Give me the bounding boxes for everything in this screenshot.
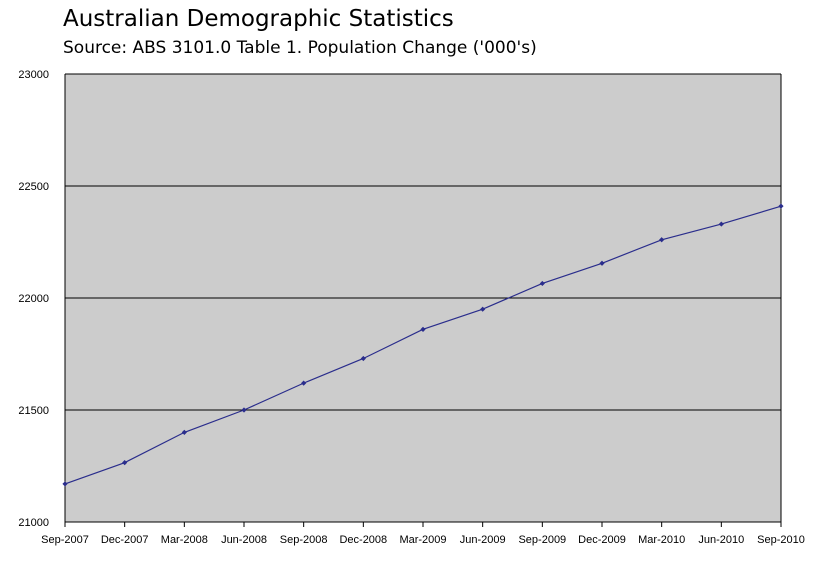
x-tick-label: Sep-2007	[41, 534, 89, 546]
y-tick-label: 22500	[18, 181, 49, 193]
data-point	[181, 429, 187, 435]
y-tick-label: 21500	[18, 405, 49, 417]
y-tick-label: 23000	[18, 69, 49, 81]
chart-subtitle: Source: ABS 3101.0 Table 1. Population C…	[63, 38, 537, 58]
data-point	[599, 260, 605, 266]
x-tick-label: Jun-2008	[221, 534, 267, 546]
data-point	[778, 203, 784, 209]
x-tick-label: Mar-2008	[161, 534, 208, 546]
y-tick-label: 22000	[18, 293, 49, 305]
data-point	[718, 221, 724, 227]
data-point	[480, 306, 486, 312]
data-point	[539, 280, 545, 287]
x-tick-label: Dec-2007	[101, 534, 149, 546]
x-tick-label: Jun-2009	[460, 534, 506, 546]
x-tick-label: Dec-2008	[339, 534, 387, 546]
x-tick-label: Jun-2010	[698, 534, 744, 546]
data-point	[62, 481, 68, 487]
chart-title: Australian Demographic Statistics	[63, 6, 454, 32]
y-tick-label: 21000	[18, 517, 49, 529]
x-tick-label: Sep-2009	[518, 534, 566, 546]
data-point	[360, 355, 366, 362]
x-tick-label: Mar-2009	[399, 534, 446, 546]
x-tick-label: Sep-2010	[757, 534, 805, 546]
data-point	[659, 237, 665, 243]
data-point	[301, 380, 307, 386]
x-tick-label: Dec-2009	[578, 534, 626, 546]
x-tick-label: Sep-2008	[280, 534, 328, 546]
data-point	[122, 460, 128, 466]
data-point	[241, 407, 247, 413]
data-point	[420, 326, 426, 332]
x-tick-label: Mar-2010	[638, 534, 685, 546]
